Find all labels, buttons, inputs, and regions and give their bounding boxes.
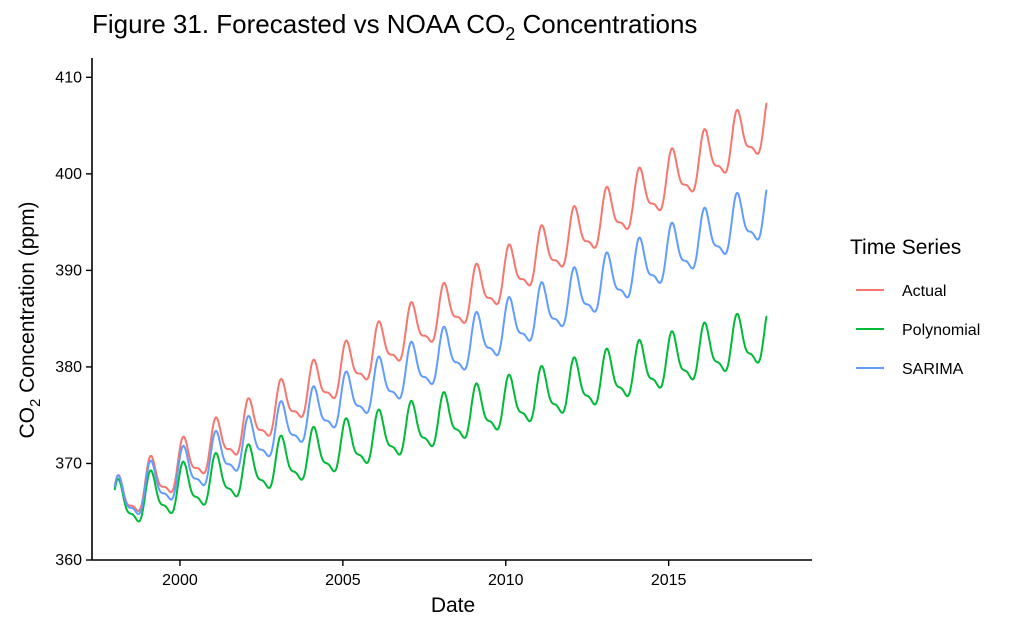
x-tick-label: 2005 bbox=[325, 572, 361, 589]
y-tick-label: 400 bbox=[55, 166, 82, 183]
legend-label-polynomial: Polynomial bbox=[902, 322, 980, 339]
y-axis-label: CO2 Concentration (ppm) bbox=[16, 201, 44, 438]
x-tick-label: 2010 bbox=[488, 572, 524, 589]
series-line-sarima bbox=[113, 189, 768, 516]
series-layer bbox=[113, 102, 768, 523]
x-axis-ticks: 2000 2005 2010 2015 bbox=[162, 560, 687, 589]
series-line-actual bbox=[113, 102, 768, 512]
legend: Time Series Actual Polynomial SARIMA bbox=[850, 236, 980, 378]
x-tick-label: 2000 bbox=[162, 572, 198, 589]
legend-label-actual: Actual bbox=[902, 283, 946, 300]
legend-title: Time Series bbox=[850, 236, 961, 259]
chart-title: Figure 31. Forecasted vs NOAA CO2 Concen… bbox=[92, 9, 697, 44]
x-tick-label: 2015 bbox=[651, 572, 687, 589]
y-tick-label: 410 bbox=[55, 69, 82, 86]
y-tick-label: 380 bbox=[55, 359, 82, 376]
x-axis-label: Date bbox=[431, 594, 475, 617]
y-axis-ticks: 360 370 380 390 400 410 bbox=[55, 69, 92, 569]
y-tick-label: 370 bbox=[55, 455, 82, 472]
y-tick-label: 390 bbox=[55, 262, 82, 279]
legend-label-sarima: SARIMA bbox=[902, 361, 964, 378]
series-line-polynomial bbox=[113, 312, 768, 523]
y-tick-label: 360 bbox=[55, 552, 82, 569]
